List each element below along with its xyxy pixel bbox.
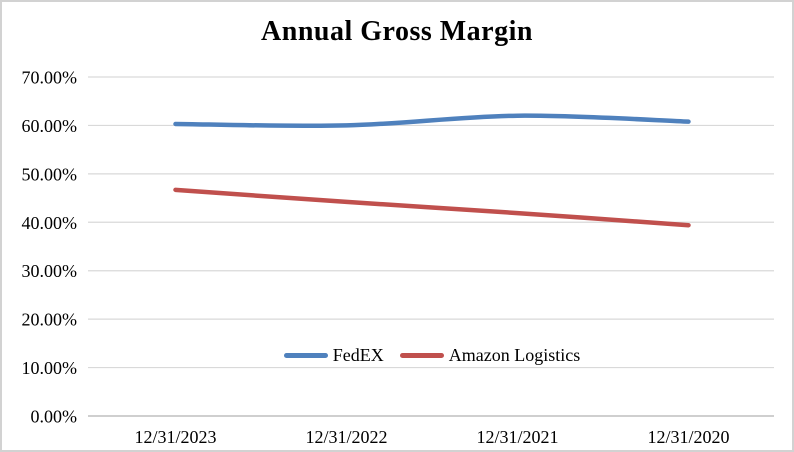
- series-line-fedex: [173, 113, 691, 129]
- series-line-amazon-logistics: [173, 187, 691, 228]
- y-axis-tick-label: 60.00%: [22, 116, 78, 136]
- x-axis-tick-label: 12/31/2021: [476, 427, 558, 447]
- y-axis-tick-label: 50.00%: [22, 164, 78, 184]
- y-axis-tick-label: 40.00%: [22, 213, 78, 233]
- y-axis-tick-label: 70.00%: [22, 68, 78, 88]
- y-axis-tick-label: 0.00%: [31, 407, 78, 427]
- x-axis-tick-label: 12/31/2022: [305, 427, 387, 447]
- y-axis-tick-label: 20.00%: [22, 310, 78, 330]
- x-axis-tick-label: 12/31/2020: [647, 427, 729, 447]
- y-axis-tick-label: 10.00%: [22, 358, 78, 378]
- y-axis-tick-label: 30.00%: [22, 261, 78, 281]
- x-axis-tick-label: 12/31/2023: [134, 427, 216, 447]
- chart-title: Annual Gross Margin: [261, 16, 533, 47]
